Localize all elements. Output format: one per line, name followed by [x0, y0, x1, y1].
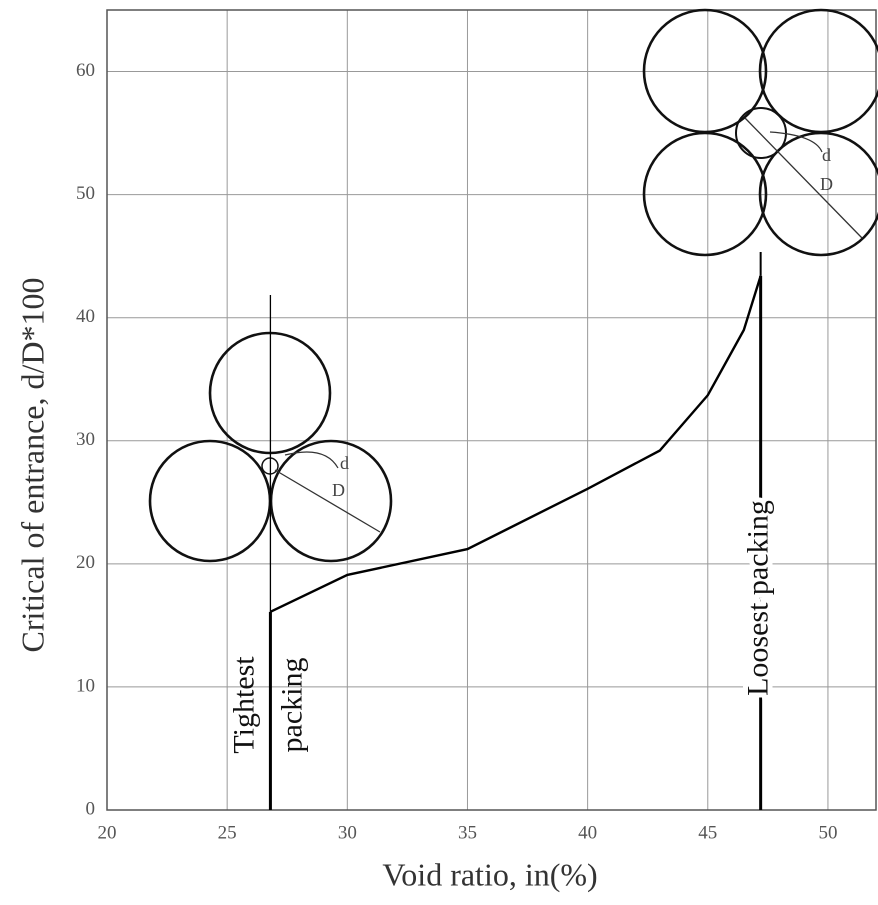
y-axis-title: Critical of entrance, d/D*100 — [14, 278, 50, 653]
y-tick-label: 20 — [76, 552, 95, 573]
annotation: D — [332, 480, 345, 500]
marker-label: Loosest packing — [742, 500, 775, 696]
marker-label: packing — [275, 658, 308, 753]
x-tick-label: 40 — [578, 822, 597, 843]
annotation: d — [340, 453, 349, 473]
x-axis-title: Void ratio, in(%) — [382, 856, 597, 892]
x-tick-label: 30 — [338, 822, 357, 843]
y-tick-label: 60 — [76, 60, 95, 81]
sphere — [644, 10, 766, 132]
chart: Void ratio, in(%) Critical of entrance, … — [0, 0, 878, 900]
annotation: d — [822, 145, 831, 165]
data-line — [270, 276, 760, 612]
diameter-arrow — [275, 470, 380, 532]
x-tick-label: 25 — [218, 822, 237, 843]
y-tick-label: 40 — [76, 306, 95, 327]
y-tick-label: 30 — [76, 429, 95, 450]
x-tick-label: 45 — [698, 822, 717, 843]
y-tick-label: 0 — [86, 798, 96, 819]
leader — [770, 132, 822, 152]
marker-label: Tightest — [227, 656, 260, 754]
x-tick-label: 35 — [458, 822, 477, 843]
x-tick-label: 50 — [818, 822, 837, 843]
x-tick-label: 20 — [98, 822, 117, 843]
page: Void ratio, in(%) Critical of entrance, … — [0, 0, 878, 905]
annotation: D — [820, 174, 833, 194]
packing-diagrams: d D d D — [150, 10, 878, 561]
sphere — [150, 441, 270, 561]
y-tick-label: 50 — [76, 183, 95, 204]
sphere — [644, 133, 766, 255]
y-tick-label: 10 — [76, 675, 95, 696]
